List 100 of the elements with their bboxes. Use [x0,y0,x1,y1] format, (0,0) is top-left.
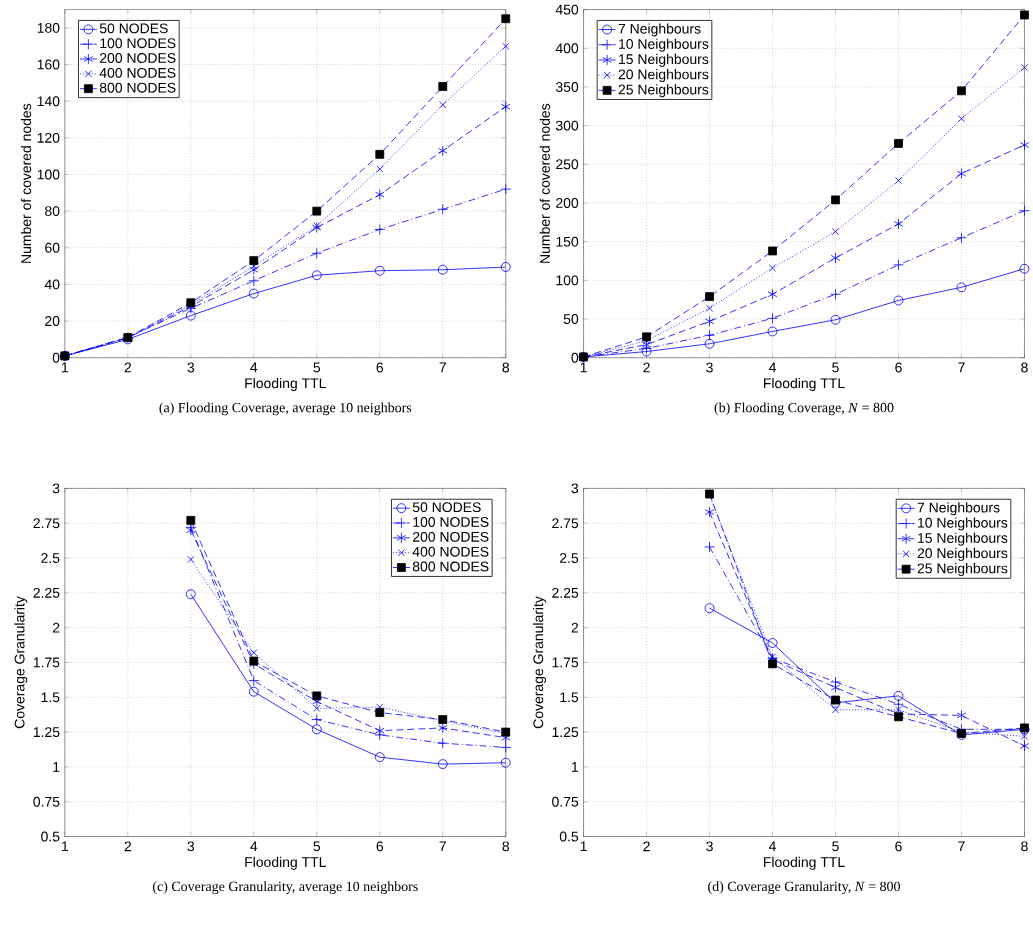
legend-label: 400 NODES [99,67,176,78]
legend-label: 100 NODES [413,516,489,527]
y-tick-label: 150 [556,236,579,247]
text: (a) Flooding Coverage, average 10 neighbors [159,402,412,416]
x-tick-label: 8 [502,841,510,852]
x-tick-label: 7 [439,841,446,851]
y-tick-label: 1.75 [33,657,60,668]
y-tick-label: 3 [52,483,60,494]
text: (d) Coverage Granularity, N = 800 [708,881,900,894]
y-tick-label: 0.5 [559,831,579,842]
x-axis-title: Flooding TTL [245,856,326,870]
legend-label: 7 Neighbours [917,502,1000,516]
x-tick-label: 3 [706,841,713,852]
legend-label: 10 Neighbours [619,38,709,52]
x-tick-label: 4 [250,841,258,851]
y-tick-label: 350 [555,81,579,92]
legend-label: 200 NODES [99,52,176,63]
y-tick-label: 300 [555,120,579,131]
y-tick-label: 250 [556,159,579,170]
legend-label: 25 Neighbours [618,84,709,98]
y-axis-title: Coverage Granularity [14,596,28,728]
y-tick-label: 0.75 [33,796,60,807]
x-tick-label: 1 [62,362,69,373]
x-axis-title: Flooding TTL [764,856,845,870]
text: (c) Coverage Granularity, average 10 neighbors [152,881,418,894]
x-tick-label: 4 [250,362,258,373]
y-tick-label: 1.75 [552,657,579,668]
y-tick-label: 40 [44,279,60,290]
legend-label: 800 NODES [412,561,489,572]
y-tick-label: 3 [571,483,579,494]
x-tick-label: 5 [832,841,839,851]
y-tick-label: 100 [37,169,60,180]
legend-label: 15 Neighbours [619,53,709,67]
y-tick-label: 2.5 [41,552,60,563]
y-axis-title: Number of covered nodes [20,103,32,263]
x-tick-label: 1 [62,841,69,851]
x-tick-label: 6 [376,841,384,852]
y-tick-label: 0.5 [41,831,60,842]
y-tick-label: 80 [45,206,60,216]
legend-label: 25 Neighbours [917,562,1008,576]
y-tick-label: 450 [555,4,579,15]
legend-label: 20 Neighbours [917,547,1008,561]
y-tick-label: 1 [53,761,60,772]
y-tick-label: 2.75 [552,518,579,528]
y-tick-label: 140 [37,96,60,106]
x-tick-label: 8 [1021,362,1028,373]
x-tick-label: 4 [768,362,776,373]
y-tick-label: 2 [52,622,60,633]
x-tick-label: 8 [1021,841,1028,852]
y-tick-label: 120 [37,132,60,143]
legend-label: 10 Neighbours [918,517,1008,531]
y-tick-label: 60 [45,242,60,253]
x-tick-label: 6 [895,841,902,852]
y-tick-label: 2.5 [560,552,579,563]
x-axis-title: Flooding TTL [245,377,326,391]
legend-label: 7 Neighbours [618,23,701,37]
x-tick-label: 5 [313,841,321,851]
x-axis-title: Flooding TTL [764,377,845,391]
y-tick-label: 2.25 [33,587,60,598]
x-tick-label: 2 [643,841,650,851]
x-tick-label: 3 [187,362,195,373]
y-tick-label: 180 [37,22,60,33]
x-tick-label: 8 [502,362,510,373]
x-tick-label: 2 [643,362,650,373]
legend-label: 50 NODES [412,502,481,512]
y-axis-title: Coverage Granularity [532,596,546,728]
x-tick-label: 5 [313,362,321,373]
x-tick-label: 2 [124,841,132,851]
y-tick-label: 400 [555,43,579,54]
y-tick-label: 2.25 [552,587,579,598]
x-tick-label: 5 [832,362,839,373]
legend-label: 20 Neighbours [618,68,709,82]
x-tick-label: 4 [768,841,776,851]
legend-label: 50 NODES [99,23,168,34]
y-tick-label: 1.25 [33,726,60,737]
y-tick-label: 0 [52,352,60,363]
legend-label: 800 NODES [99,82,176,93]
y-tick-label: 20 [45,315,60,326]
y-tick-label: 0.75 [552,796,579,807]
legend-label: 15 Neighbours [918,532,1008,546]
y-tick-label: 50 [563,313,579,324]
x-tick-label: 3 [187,841,195,852]
x-tick-label: 3 [706,362,713,373]
y-tick-label: 1 [572,761,579,772]
x-tick-label: 1 [580,362,587,373]
text: (b) Flooding Coverage, N = 800 [714,402,894,416]
y-tick-label: 1.25 [552,726,579,737]
x-tick-label: 1 [580,841,587,851]
y-tick-label: 160 [37,59,60,70]
x-tick-label: 7 [958,362,965,373]
y-tick-label: 0 [571,352,579,363]
legend-label: 200 NODES [412,531,489,542]
x-tick-label: 7 [958,841,965,851]
y-tick-label: 200 [556,197,579,208]
legend-label: 100 NODES [100,38,176,48]
y-tick-label: 2.75 [33,518,60,528]
y-tick-label: 100 [556,275,579,286]
y-tick-label: 1.5 [41,692,60,702]
legend-label: 400 NODES [412,546,489,557]
y-tick-label: 2 [571,622,579,633]
